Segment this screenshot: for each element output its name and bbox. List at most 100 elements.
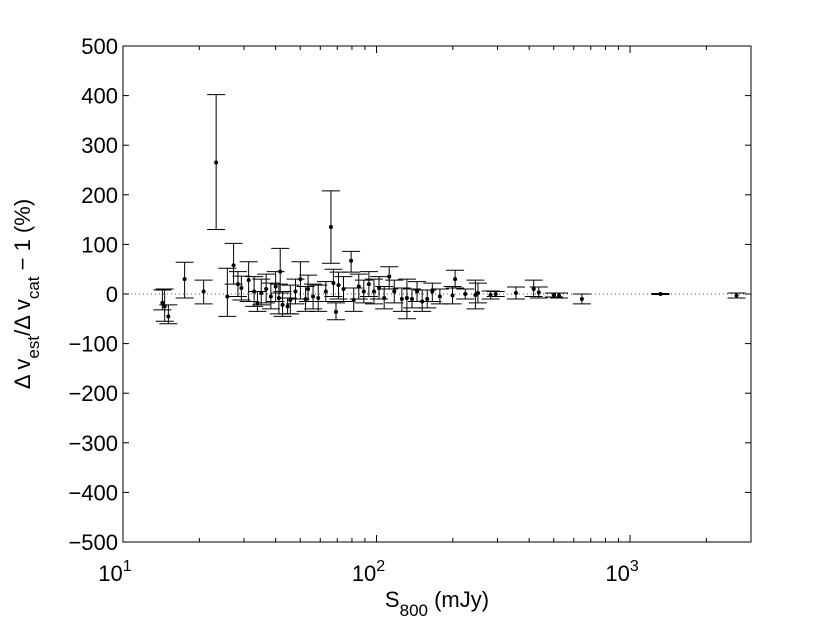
data-point-44	[392, 287, 411, 312]
data-point-marker	[387, 274, 392, 279]
data-point-60	[524, 279, 543, 297]
data-point-50	[423, 282, 442, 302]
data-point-27	[309, 284, 328, 312]
axis-ticks-layer	[122, 45, 752, 543]
y-tick-label: 500	[81, 34, 118, 59]
data-point-marker	[493, 292, 498, 296]
data-point-12	[248, 291, 267, 312]
x-tick-labels: 101 102 103	[98, 558, 639, 586]
data-point-marker	[425, 296, 430, 301]
data-point-65	[651, 292, 670, 296]
data-point-35	[344, 287, 363, 312]
data-point-marker	[328, 225, 333, 230]
data-point-18	[271, 247, 290, 294]
data-point-marker	[333, 309, 338, 314]
y-axis-title: Δ vest/Δ vcat − 1 (%)	[10, 199, 43, 389]
data-point-marker	[399, 296, 404, 301]
data-point-marker	[551, 292, 556, 297]
data-point-marker	[579, 296, 584, 301]
data-point-23	[291, 261, 310, 300]
data-point-31	[326, 302, 345, 321]
data-point-marker	[437, 294, 442, 299]
data-point-marker	[536, 290, 541, 295]
y-tick-label: −300	[68, 431, 118, 456]
data-point-marker	[278, 269, 283, 274]
data-point-39	[364, 278, 383, 305]
data-point-24	[296, 286, 315, 312]
data-point-40	[370, 276, 389, 300]
data-point-25	[299, 274, 318, 302]
data-point-52	[443, 286, 462, 305]
data-point-marker	[182, 277, 187, 282]
data-point-51	[430, 288, 449, 305]
data-point-37	[354, 279, 373, 304]
data-point-marker	[420, 299, 425, 304]
data-point-marker	[231, 263, 236, 268]
data-point-64	[572, 293, 591, 305]
data-point-marker	[531, 287, 536, 292]
y-tick-label: 300	[81, 133, 118, 158]
y-tick-label: 0	[106, 282, 118, 307]
x-tick-label: 102	[352, 558, 385, 586]
data-point-53	[446, 269, 465, 289]
data-point-marker	[404, 295, 409, 300]
data-point-marker	[235, 282, 240, 287]
data-point-marker	[557, 293, 562, 298]
data-point-56	[468, 282, 487, 304]
y-tick-labels: −500 −400 −300 −200 −100 0 100 200 300 400 500	[68, 34, 118, 555]
y-tick-label: −500	[68, 530, 118, 555]
x-axis-title: S800 (mJy)	[385, 587, 489, 620]
y-tick-label: 100	[81, 232, 118, 257]
data-point-10	[239, 261, 258, 302]
x-tick-label: 103	[605, 558, 638, 586]
data-point-marker	[475, 291, 480, 296]
data-point-marker	[356, 284, 361, 289]
data-point-marker	[259, 291, 264, 296]
data-point-marker	[293, 289, 298, 294]
data-point-14	[257, 273, 276, 304]
data-point-41	[375, 286, 394, 310]
data-point-28	[316, 281, 335, 302]
data-point-marker	[246, 278, 251, 283]
data-point-58	[486, 291, 505, 297]
data-point-4	[194, 279, 213, 305]
data-point-marker	[430, 289, 435, 294]
data-point-marker	[268, 294, 273, 299]
data-point-29	[321, 190, 340, 264]
data-point-63	[550, 292, 569, 299]
data-point-marker	[311, 294, 316, 299]
data-point-30	[324, 268, 343, 297]
data-point-marker	[214, 160, 219, 165]
data-point-45	[397, 278, 416, 320]
data-point-marker	[239, 286, 244, 291]
data-point-marker	[331, 281, 336, 286]
data-point-marker	[166, 314, 171, 319]
data-point-marker	[316, 295, 321, 300]
data-point-55	[466, 279, 485, 310]
data-point-marker	[513, 291, 518, 296]
data-point-36	[349, 273, 368, 300]
data-point-34	[342, 250, 361, 273]
data-point-marker	[336, 283, 341, 288]
data-point-43	[385, 279, 404, 304]
data-point-5	[207, 94, 226, 231]
data-point-marker	[392, 289, 397, 294]
data-point-22	[286, 278, 305, 305]
y-tick-label: −400	[68, 480, 118, 505]
data-point-marker	[303, 296, 308, 301]
data-point-marker	[298, 277, 303, 282]
data-point-marker	[366, 282, 371, 287]
data-point-15	[261, 282, 280, 310]
y-tick-label: 400	[81, 84, 118, 109]
y-tick-label: −100	[68, 332, 118, 357]
data-point-marker	[349, 258, 354, 263]
data-point-marker	[450, 293, 455, 298]
data-point-marker	[306, 287, 311, 292]
data-point-26	[304, 283, 323, 310]
data-point-marker	[201, 289, 206, 294]
data-point-42	[380, 266, 399, 290]
data-point-marker	[463, 292, 468, 296]
data-point-marker	[323, 289, 328, 294]
data-point-marker	[658, 292, 663, 296]
